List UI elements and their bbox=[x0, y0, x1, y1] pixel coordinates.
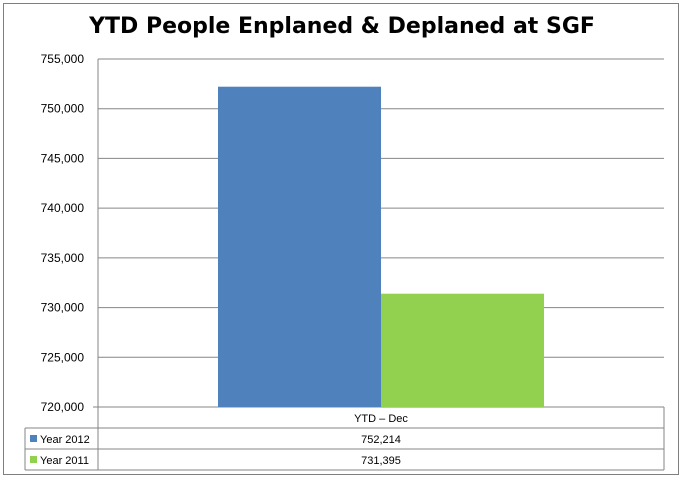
legend-label: Year 2012 bbox=[40, 434, 90, 446]
legend-swatch bbox=[30, 435, 37, 442]
y-tick-label: 745,000 bbox=[41, 151, 85, 165]
y-tick-label: 725,000 bbox=[41, 350, 85, 364]
y-tick-label: 755,000 bbox=[41, 52, 85, 66]
bar-year-2012 bbox=[218, 86, 381, 407]
y-tick-label: 735,000 bbox=[41, 251, 85, 265]
data-table: YTD – Dec Year 2012 752,214 Year 2011 731,39… bbox=[24, 407, 665, 471]
y-tick-label: 720,000 bbox=[41, 400, 85, 414]
legend-label: Year 2011 bbox=[40, 455, 89, 467]
category-label: YTD – Dec bbox=[354, 413, 408, 425]
data-value: 752,214 bbox=[361, 434, 401, 446]
y-tick-label: 740,000 bbox=[41, 201, 85, 215]
legend-swatch bbox=[30, 456, 37, 463]
y-tick-label: 730,000 bbox=[41, 301, 85, 315]
y-axis-tick-labels: 720,000 725,000 730,000 735,000 740,000 745,0… bbox=[41, 52, 85, 414]
chart-title: YTD People Enplaned & Deplaned at SGF bbox=[89, 14, 595, 39]
bar-year-2011 bbox=[381, 293, 544, 407]
data-value: 731,395 bbox=[361, 455, 401, 467]
bars bbox=[218, 86, 544, 407]
y-tick-label: 750,000 bbox=[41, 102, 85, 116]
